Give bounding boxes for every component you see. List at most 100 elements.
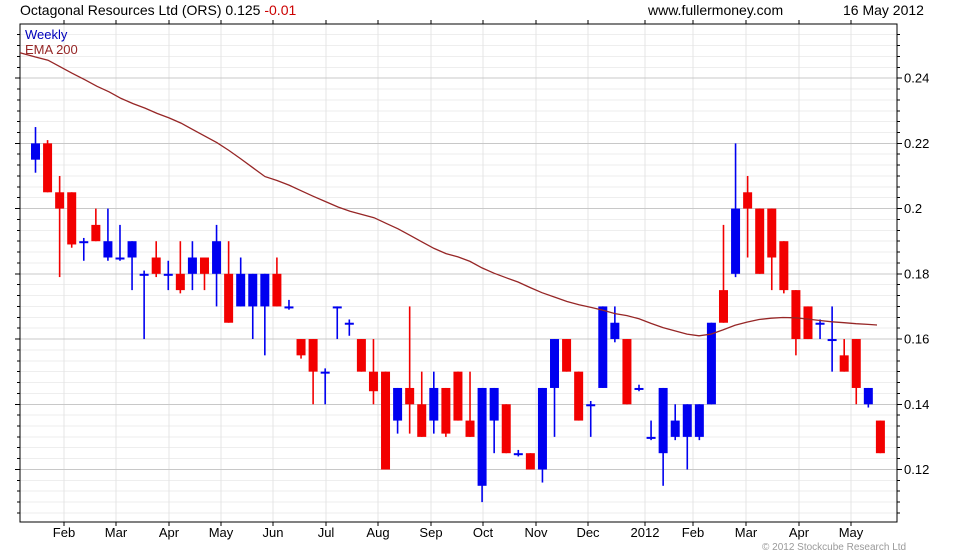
candle-body: [55, 192, 65, 209]
candle-body: [139, 273, 149, 276]
candle-body: [79, 241, 89, 244]
candle-body: [187, 257, 197, 274]
candle-body: [115, 257, 125, 260]
candle-body: [236, 273, 246, 307]
candle-body: [441, 387, 451, 434]
candle-body: [706, 322, 716, 405]
candle-body: [151, 257, 161, 274]
x-tick-label: Feb: [682, 525, 704, 540]
candle-body: [694, 404, 704, 437]
x-tick-label: Jun: [263, 525, 284, 540]
candle-body: [31, 143, 40, 160]
candle-body: [477, 387, 487, 486]
x-tick-label: May: [209, 525, 234, 540]
y-tick-label: 0.2: [904, 201, 922, 216]
candle-body: [284, 306, 294, 309]
price-change: -0.01: [264, 2, 297, 18]
candle-body: [634, 387, 644, 390]
candle-body: [489, 387, 499, 421]
candle-body: [67, 192, 77, 245]
candle-body: [91, 224, 101, 242]
plot-border: [19, 23, 898, 523]
candle-body: [718, 290, 728, 323]
candle-body: [175, 273, 185, 291]
candle-body: [839, 355, 849, 372]
candlesticks: [31, 127, 885, 503]
ema-200-line: [19, 52, 878, 337]
candle-body: [586, 404, 596, 407]
candle-body: [875, 420, 885, 454]
candle-body: [513, 453, 523, 456]
candle-body: [610, 322, 620, 340]
candle-body: [646, 436, 656, 439]
y-axis-ticks: 0.12 0.14 0.16 0.18 0.2 0.22 0.24: [15, 34, 929, 514]
x-tick-label: Apr: [789, 525, 810, 540]
candle-body: [381, 371, 391, 470]
candle-body: [598, 306, 608, 388]
candle-body: [393, 387, 403, 421]
x-tick-label: Sep: [419, 525, 442, 540]
x-tick-label: Jul: [318, 525, 335, 540]
x-axis-ticks: Feb Mar Apr May Jun Jul Aug Sep Oct Nov Dec 2012 Feb…: [53, 20, 864, 540]
candle-body: [525, 453, 535, 470]
candle-body: [755, 208, 765, 274]
candle-body: [550, 339, 560, 388]
candle-body: [224, 273, 234, 323]
x-tick-label: Mar: [735, 525, 758, 540]
candle-body: [368, 371, 378, 392]
candle-body: [248, 273, 258, 307]
candle-body: [767, 208, 777, 258]
x-tick-label: Apr: [159, 525, 180, 540]
candle-body: [320, 371, 330, 374]
candle-body: [562, 339, 572, 372]
candle-body: [272, 273, 282, 307]
candle-body: [199, 257, 209, 274]
candle-body: [731, 208, 741, 274]
x-tick-label: Dec: [576, 525, 600, 540]
candle-body: [332, 306, 342, 309]
candle-body: [863, 387, 873, 405]
candle-body: [43, 143, 53, 193]
x-tick-label: Aug: [366, 525, 389, 540]
candle-body: [453, 371, 463, 421]
legend-timeframe: Weekly: [25, 27, 68, 42]
x-tick-label: Feb: [53, 525, 75, 540]
candle-body: [260, 273, 270, 307]
candle-body: [356, 339, 366, 372]
x-tick-label: Nov: [524, 525, 548, 540]
legend-ema-200: EMA 200: [25, 42, 78, 57]
y-tick-label: 0.22: [904, 136, 929, 151]
candle-body: [103, 241, 113, 258]
date-label: 16 May 2012: [843, 2, 924, 18]
copyright-notice: © 2012 Stockcube Research Ltd: [762, 542, 907, 553]
candle-body: [296, 339, 306, 356]
candle-body: [622, 339, 632, 405]
candle-body: [574, 371, 584, 421]
candle-body: [670, 420, 680, 437]
candle-body: [791, 290, 801, 340]
candle-body: [465, 420, 475, 437]
y-tick-label: 0.14: [904, 397, 929, 412]
stock-title: Octagonal Resources Ltd (ORS) 0.125 -0.0…: [20, 2, 296, 18]
candle-body: [815, 322, 825, 325]
candle-body: [308, 339, 318, 372]
y-tick-label: 0.18: [904, 266, 929, 281]
candle-body: [743, 192, 753, 209]
candle-body: [429, 387, 439, 421]
x-tick-label: May: [839, 525, 864, 540]
candle-body: [501, 404, 511, 454]
candle-body: [127, 241, 137, 258]
y-tick-label: 0.24: [904, 71, 929, 86]
candle-body: [803, 306, 813, 340]
candle-body: [212, 241, 222, 274]
candle-body: [779, 241, 789, 291]
website-label: www.fullermoney.com: [648, 2, 784, 18]
x-tick-label: Oct: [473, 525, 494, 540]
candle-body: [827, 339, 837, 342]
candle-body: [682, 404, 692, 437]
candle-body: [658, 387, 668, 454]
candle-body: [405, 387, 415, 405]
x-tick-label: Mar: [105, 525, 128, 540]
